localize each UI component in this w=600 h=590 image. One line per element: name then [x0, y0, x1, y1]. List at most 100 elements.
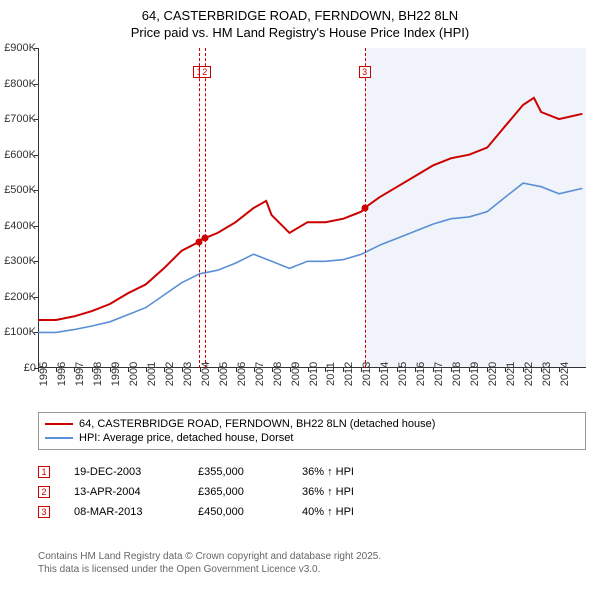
xtick-label: 1996 [56, 362, 68, 386]
sale-date: 08-MAR-2013 [74, 506, 174, 518]
xtick-mark [487, 368, 488, 372]
footer-line2: This data is licensed under the Open Gov… [38, 563, 381, 576]
plot-region: £0£100K£200K£300K£400K£500K£600K£700K£80… [38, 48, 586, 368]
xtick-mark [218, 368, 219, 372]
sale-delta: 36% ↑ HPI [302, 486, 402, 498]
title-line2: Price paid vs. HM Land Registry's House … [0, 25, 600, 42]
xtick-label: 2014 [379, 362, 391, 386]
sales-row: 308-MAR-2013£450,00040% ↑ HPI [38, 502, 402, 522]
xtick-mark [236, 368, 237, 372]
sale-number-box: 2 [38, 486, 50, 498]
xtick-mark [92, 368, 93, 372]
ytick-label: £200K [2, 291, 36, 303]
xtick-label: 2018 [451, 362, 463, 386]
ytick-label: £0 [2, 362, 36, 374]
ytick-label: £900K [2, 42, 36, 54]
xtick-mark [325, 368, 326, 372]
xtick-mark [56, 368, 57, 372]
sale-price: £365,000 [198, 486, 278, 498]
sale-date: 19-DEC-2003 [74, 466, 174, 478]
ytick-mark [34, 190, 38, 191]
ytick-label: £400K [2, 220, 36, 232]
sale-delta: 36% ↑ HPI [302, 466, 402, 478]
series-hpi [38, 183, 582, 332]
ytick-mark [34, 84, 38, 85]
ytick-mark [34, 119, 38, 120]
sales-row: 2 13-APR-2004 £365,000 36% ↑ HPI [38, 482, 402, 502]
sale-dot [201, 235, 208, 242]
xtick-mark [397, 368, 398, 372]
xtick-label: 2011 [325, 362, 337, 386]
xtick-mark [110, 368, 111, 372]
ytick-mark [34, 226, 38, 227]
xtick-mark [182, 368, 183, 372]
sale-number-box: 3 [38, 506, 50, 518]
sale-marker-box: 2 [199, 66, 211, 78]
xtick-mark [74, 368, 75, 372]
xtick-mark [146, 368, 147, 372]
xtick-mark [361, 368, 362, 372]
xtick-label: 2023 [541, 362, 553, 386]
xtick-mark [128, 368, 129, 372]
xtick-label: 2008 [272, 362, 284, 386]
xtick-mark [415, 368, 416, 372]
xtick-mark [343, 368, 344, 372]
legend: 64, CASTERBRIDGE ROAD, FERNDOWN, BH22 8L… [38, 412, 586, 450]
ytick-label: £700K [2, 113, 36, 125]
xtick-label: 1995 [38, 362, 50, 386]
footer-line1: Contains HM Land Registry data © Crown c… [38, 550, 381, 563]
xtick-mark [559, 368, 560, 372]
xtick-mark [38, 368, 39, 372]
ytick-label: £600K [2, 149, 36, 161]
chart-container: 64, CASTERBRIDGE ROAD, FERNDOWN, BH22 8L… [0, 0, 600, 590]
xtick-label: 2001 [146, 362, 158, 386]
title-block: 64, CASTERBRIDGE ROAD, FERNDOWN, BH22 8L… [0, 0, 600, 42]
xtick-mark [469, 368, 470, 372]
sale-delta: 40% ↑ HPI [302, 506, 402, 518]
sale-date: 13-APR-2004 [74, 486, 174, 498]
xtick-mark [164, 368, 165, 372]
sales-row: 1 19-DEC-2003 £355,000 36% ↑ HPI [38, 462, 402, 482]
xtick-label: 2017 [433, 362, 445, 386]
ytick-label: £300K [2, 255, 36, 267]
xtick-mark [272, 368, 273, 372]
ytick-mark [34, 155, 38, 156]
chart-area: £0£100K£200K£300K£400K£500K£600K£700K£80… [38, 48, 586, 368]
xtick-mark [379, 368, 380, 372]
legend-row: 64, CASTERBRIDGE ROAD, FERNDOWN, BH22 8L… [45, 417, 579, 431]
xtick-mark [541, 368, 542, 372]
xtick-label: 1999 [110, 362, 122, 386]
xtick-label: 2005 [218, 362, 230, 386]
xtick-mark [254, 368, 255, 372]
sale-dot [361, 205, 368, 212]
xtick-label: 2020 [487, 362, 499, 386]
xtick-label: 2006 [236, 362, 248, 386]
ytick-mark [34, 297, 38, 298]
legend-swatch [45, 423, 73, 425]
xtick-mark [308, 368, 309, 372]
title-line1: 64, CASTERBRIDGE ROAD, FERNDOWN, BH22 8L… [0, 8, 600, 25]
legend-label: 64, CASTERBRIDGE ROAD, FERNDOWN, BH22 8L… [79, 418, 435, 430]
series-price_paid [38, 98, 582, 320]
xtick-label: 2000 [128, 362, 140, 386]
sales-table: 1 19-DEC-2003 £355,000 36% ↑ HPI 2 13-APR-200… [38, 462, 402, 522]
xtick-label: 2009 [290, 362, 302, 386]
xtick-label: 2012 [343, 362, 355, 386]
ytick-mark [34, 48, 38, 49]
sale-price: £355,000 [198, 466, 278, 478]
legend-swatch [45, 437, 73, 439]
ytick-label: £500K [2, 184, 36, 196]
xtick-label: 2024 [559, 362, 571, 386]
xtick-label: 2003 [182, 362, 194, 386]
xtick-label: 2019 [469, 362, 481, 386]
sale-number-box: 1 [38, 466, 50, 478]
xtick-label: 2015 [397, 362, 409, 386]
footer: Contains HM Land Registry data © Crown c… [38, 550, 381, 576]
legend-label: HPI: Average price, detached house, Dors… [79, 432, 293, 444]
xtick-label: 2016 [415, 362, 427, 386]
xtick-label: 2007 [254, 362, 266, 386]
xtick-mark [200, 368, 201, 372]
ytick-mark [34, 261, 38, 262]
xtick-mark [505, 368, 506, 372]
xtick-label: 1998 [92, 362, 104, 386]
